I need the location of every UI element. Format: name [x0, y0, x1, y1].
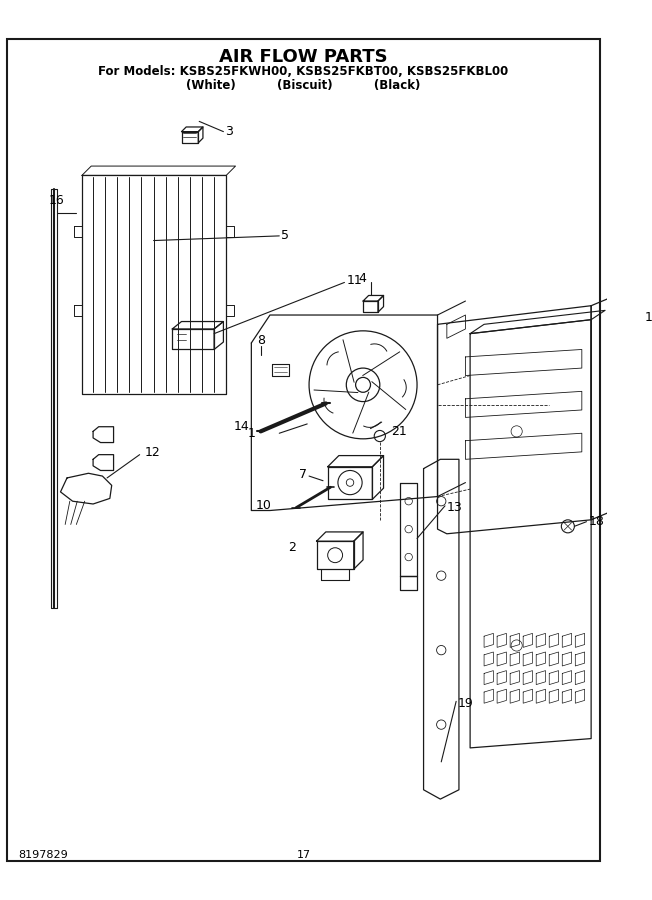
Text: 16: 16	[48, 194, 64, 207]
Text: 19: 19	[458, 697, 474, 710]
Text: 11: 11	[346, 274, 362, 287]
Text: 18: 18	[588, 515, 604, 528]
Text: 8197829: 8197829	[19, 850, 68, 859]
Text: 1: 1	[248, 427, 256, 440]
Text: 8: 8	[257, 334, 265, 346]
Text: 3: 3	[226, 125, 233, 138]
Text: 14: 14	[233, 420, 250, 433]
Text: 10: 10	[256, 500, 272, 512]
Text: 5: 5	[281, 230, 289, 242]
Text: 21: 21	[391, 425, 407, 438]
Text: 13: 13	[447, 501, 462, 514]
Text: 12: 12	[144, 446, 160, 459]
Text: (White)          (Biscuit)          (Black): (White) (Biscuit) (Black)	[186, 78, 421, 92]
Text: 17: 17	[644, 311, 652, 324]
Text: 7: 7	[299, 468, 307, 481]
Text: 17: 17	[297, 850, 310, 859]
Text: For Models: KSBS25FKWH00, KSBS25FKBT00, KSBS25FKBL00: For Models: KSBS25FKWH00, KSBS25FKBT00, …	[98, 65, 509, 77]
Text: AIR FLOW PARTS: AIR FLOW PARTS	[219, 48, 388, 66]
Text: 2: 2	[288, 541, 296, 554]
Text: 4: 4	[359, 272, 366, 285]
